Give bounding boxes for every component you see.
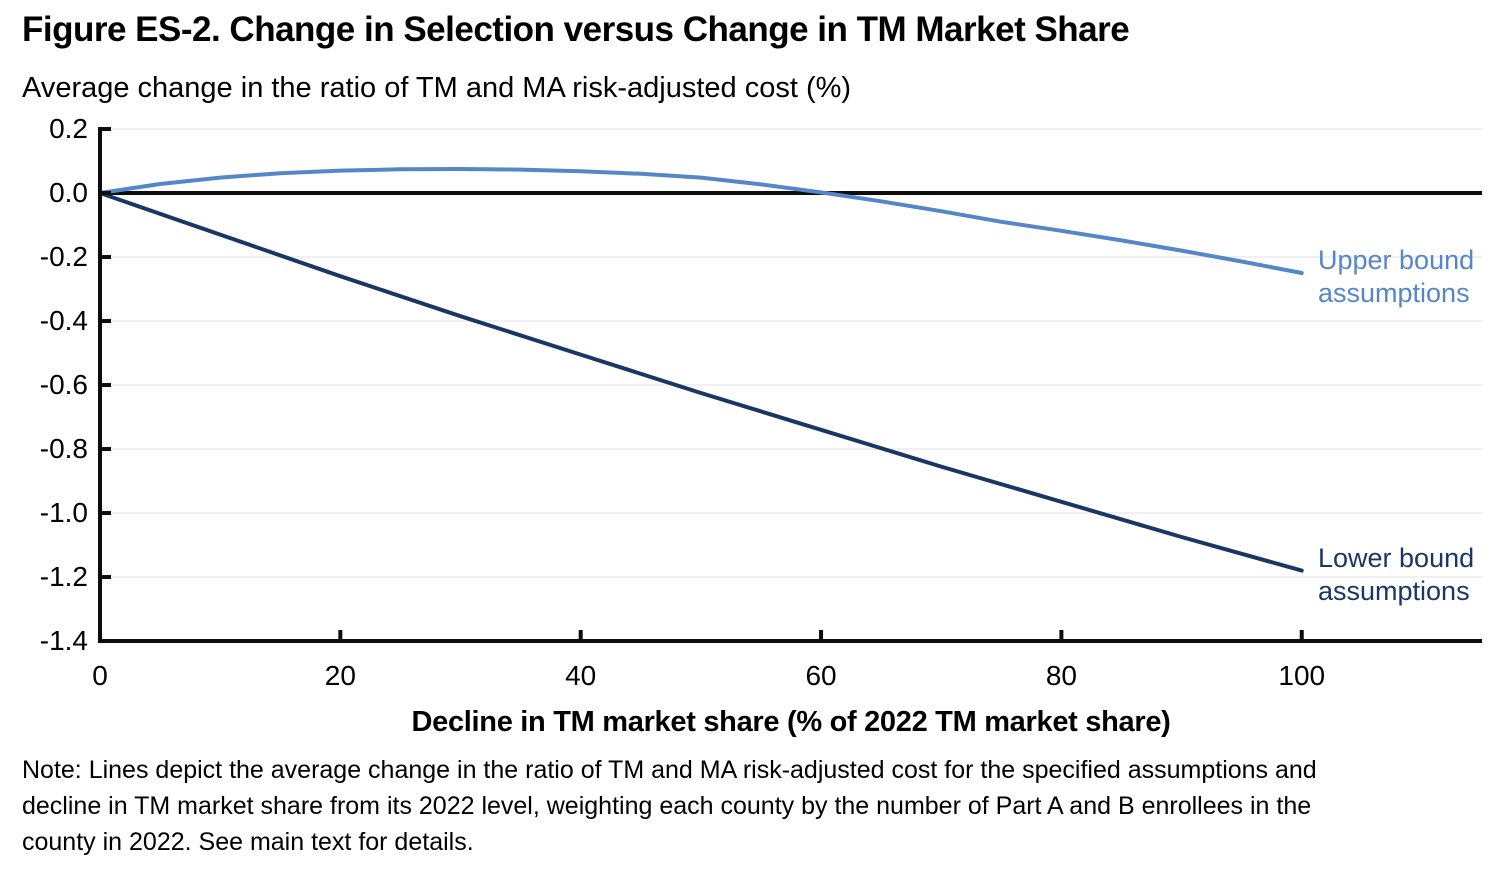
- y-tick-label: -0.8: [39, 433, 88, 464]
- figure-note: Note: Lines depict the average change in…: [22, 756, 1317, 856]
- x-tick-label: 100: [1278, 660, 1326, 691]
- figure-title: Figure ES-2. Change in Selection versus …: [22, 10, 1130, 49]
- y-tick-label: 0.2: [49, 113, 88, 144]
- y-tick-label: -1.2: [39, 561, 88, 592]
- y-tick-label: -0.6: [39, 369, 88, 400]
- series-line-lower-bound: [98, 191, 1304, 573]
- series-label-upper-bound: Upper bound assumptions: [1318, 245, 1475, 308]
- series-line-upper-bound: [98, 167, 1304, 275]
- x-tick-label: 0: [92, 660, 108, 691]
- y-tick-label: -0.4: [39, 305, 88, 336]
- y-tick-label: -1.4: [39, 625, 88, 656]
- x-tick-label: 60: [805, 660, 837, 691]
- y-tick-label: 0.0: [49, 177, 88, 208]
- series-label-lower-bound: Lower bound assumptions: [1318, 543, 1475, 606]
- y-tick-label: -0.2: [39, 241, 88, 272]
- x-tick-label: 40: [565, 660, 597, 691]
- x-tick-label: 80: [1045, 660, 1077, 691]
- x-tick-label: 20: [324, 660, 356, 691]
- y-tick-label: -1.0: [39, 497, 88, 528]
- figure-subtitle: Average change in the ratio of TM and MA…: [22, 72, 852, 104]
- x-axis-title: Decline in TM market share (% of 2022 TM…: [411, 706, 1171, 738]
